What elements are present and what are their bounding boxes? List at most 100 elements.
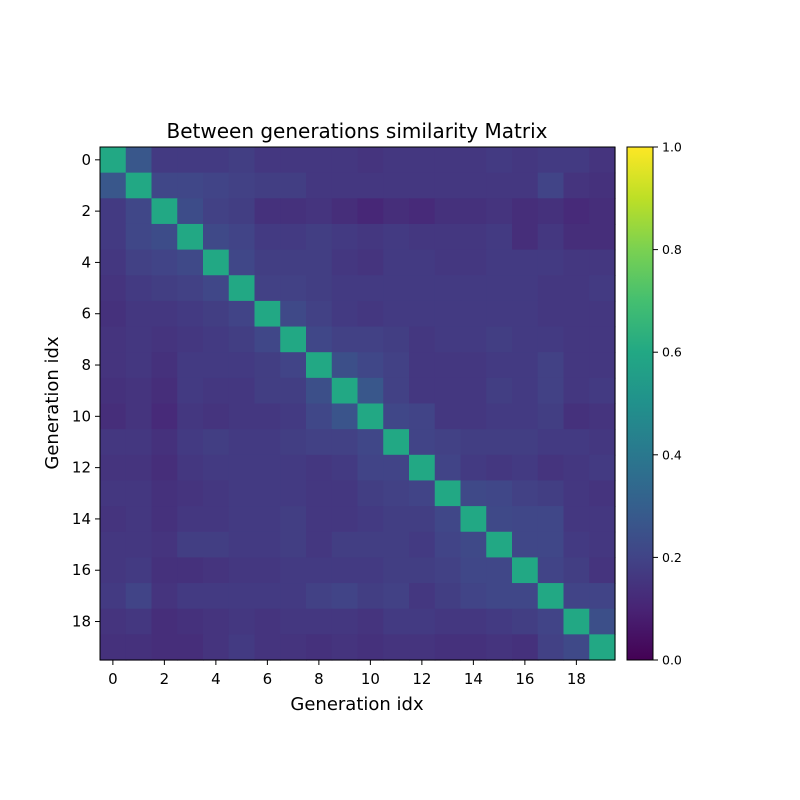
- heatmap-cell: [589, 583, 616, 610]
- heatmap-cell: [409, 172, 436, 199]
- heatmap-cell: [563, 583, 590, 610]
- heatmap-cell: [177, 480, 204, 507]
- heatmap-cell: [383, 147, 410, 174]
- plot-frame: [99, 146, 616, 661]
- heatmap-cell: [563, 147, 590, 174]
- heatmap-cell: [280, 634, 307, 661]
- heatmap-cell: [254, 506, 281, 533]
- heatmap-cell: [125, 454, 153, 482]
- heatmap-cell: [331, 172, 359, 199]
- heatmap-cell: [100, 506, 127, 533]
- heatmap-cell: [331, 326, 359, 353]
- heatmap-cell: [280, 377, 307, 405]
- heatmap-cell: [100, 223, 127, 251]
- heatmap-cell: [589, 454, 616, 482]
- heatmap-cell: [357, 326, 384, 353]
- heatmap-cell: [537, 223, 565, 251]
- heatmap-cell: [100, 198, 127, 225]
- heatmap-cell: [383, 429, 410, 456]
- heatmap-cell: [125, 429, 153, 456]
- heatmap-cell: [434, 429, 462, 456]
- heatmap-cell: [203, 147, 230, 174]
- colorbar-tick-label: 1.0: [662, 140, 682, 155]
- heatmap-cell: [228, 531, 256, 558]
- heatmap-cell: [357, 531, 384, 558]
- heatmap-cell: [151, 198, 178, 225]
- heatmap-cell: [254, 531, 281, 558]
- heatmap-cell: [151, 454, 178, 482]
- heatmap-cell: [125, 403, 153, 430]
- heatmap-cell: [151, 326, 178, 353]
- y-tick-label: 14: [72, 510, 91, 528]
- heatmap-cell: [125, 198, 153, 225]
- heatmap-cell: [254, 198, 281, 225]
- heatmap-cell: [100, 403, 127, 430]
- heatmap-cell: [486, 275, 513, 302]
- heatmap-cell: [203, 429, 230, 456]
- heatmap-cell: [254, 249, 281, 276]
- heatmap-cell: [357, 249, 384, 276]
- heatmap-cell: [125, 557, 153, 584]
- heatmap-cell: [486, 377, 513, 405]
- colorbar-tick-label: 0.2: [662, 550, 682, 565]
- heatmap-cell: [563, 429, 590, 456]
- y-axis-label: Generation idx: [42, 336, 63, 470]
- heatmap-cell: [100, 249, 127, 276]
- heatmap-cell: [512, 506, 539, 533]
- heatmap-cell: [563, 480, 590, 507]
- heatmap-cell: [434, 326, 462, 353]
- heatmap-cell: [434, 377, 462, 405]
- heatmap-cell: [589, 377, 616, 405]
- heatmap-cell: [486, 557, 513, 584]
- heatmap-cell: [203, 275, 230, 302]
- x-tick-label: 18: [567, 670, 586, 688]
- heatmap-cell: [589, 506, 616, 533]
- heatmap-cell: [460, 377, 487, 405]
- heatmap-cell: [203, 249, 230, 276]
- heatmap-cell: [203, 300, 230, 328]
- heatmap-cell: [125, 480, 153, 507]
- heatmap-cell: [177, 300, 204, 328]
- heatmap-cell: [409, 275, 436, 302]
- heatmap-cell: [589, 147, 616, 174]
- heatmap-cell: [177, 275, 204, 302]
- heatmap-cell: [177, 377, 204, 405]
- x-tick-label: 14: [464, 670, 483, 688]
- heatmap-cell: [563, 275, 590, 302]
- heatmap-cell: [537, 326, 565, 353]
- heatmap-cell: [280, 275, 307, 302]
- heatmap-cell: [434, 147, 462, 174]
- colorbar-tick-label: 0.4: [662, 447, 682, 462]
- heatmap-cell: [177, 608, 204, 635]
- heatmap-cell: [177, 326, 204, 353]
- x-tick-label: 6: [263, 670, 273, 688]
- heatmap-cell: [306, 147, 333, 174]
- heatmap-cell: [589, 531, 616, 558]
- heatmap-cell: [486, 198, 513, 225]
- heatmap-cell: [460, 352, 487, 379]
- heatmap-cell: [280, 223, 307, 251]
- heatmap-cell: [203, 634, 230, 661]
- heatmap-cell: [460, 249, 487, 276]
- heatmap-cell: [254, 480, 281, 507]
- heatmap-cell: [563, 377, 590, 405]
- heatmap-cell: [486, 249, 513, 276]
- heatmap-cell: [254, 403, 281, 430]
- heatmap-cell: [409, 147, 436, 174]
- heatmap-cell: [357, 198, 384, 225]
- heatmap-cell: [125, 352, 153, 379]
- heatmap-cell: [434, 531, 462, 558]
- heatmap-cell: [203, 377, 230, 405]
- heatmap-cell: [254, 275, 281, 302]
- heatmap-cell: [228, 147, 256, 174]
- heatmap-cell: [537, 583, 565, 610]
- heatmap-cell: [306, 557, 333, 584]
- heatmap-cell: [203, 198, 230, 225]
- heatmap-cell: [100, 557, 127, 584]
- heatmap-cell: [357, 300, 384, 328]
- x-tick-label: 8: [314, 670, 324, 688]
- heatmap-cell: [434, 275, 462, 302]
- heatmap-cell: [151, 557, 178, 584]
- heatmap-cell: [280, 480, 307, 507]
- heatmap-cell: [280, 429, 307, 456]
